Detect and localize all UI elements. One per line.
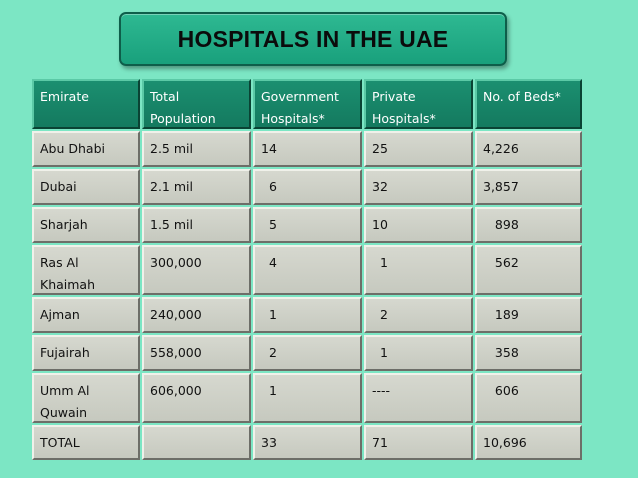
table-cell: 1 xyxy=(253,373,362,423)
table-cell: 606 xyxy=(475,373,582,423)
table-cell: 1.5 mil xyxy=(142,207,251,243)
table-cell: 189 xyxy=(475,297,582,333)
header-cell-total-population: Total Population xyxy=(142,79,251,129)
header-cell-beds: No. of Beds* xyxy=(475,79,582,129)
table-cell: Ras Al Khaimah xyxy=(32,245,140,295)
slide-title: HOSPITALS IN THE UAE xyxy=(177,25,449,52)
table-cell: Sharjah xyxy=(32,207,140,243)
total-beds-cell: 10,696 xyxy=(475,425,582,460)
total-label-cell: TOTAL xyxy=(32,425,140,460)
title-box: HOSPITALS IN THE UAE xyxy=(119,12,507,66)
header-cell-private-hospitals: Private Hospitals* xyxy=(364,79,473,129)
table-cell: ---- xyxy=(364,373,473,423)
table-cell: 2.1 mil xyxy=(142,169,251,205)
table-cell: Umm Al Quwain xyxy=(32,373,140,423)
table-cell: 6 xyxy=(253,169,362,205)
table-cell xyxy=(142,425,251,460)
table-cell: Fujairah xyxy=(32,335,140,371)
table-cell: 5 xyxy=(253,207,362,243)
table-cell: 240,000 xyxy=(142,297,251,333)
header-cell-government-hospitals: Government Hospitals* xyxy=(253,79,362,129)
table-cell: 3,857 xyxy=(475,169,582,205)
total-government-cell: 33 xyxy=(253,425,362,460)
table-cell: 2.5 mil xyxy=(142,131,251,167)
table-cell: 14 xyxy=(253,131,362,167)
table-cell: 1 xyxy=(364,335,473,371)
table-cell: 1 xyxy=(364,245,473,295)
table-cell: 2 xyxy=(364,297,473,333)
table-cell: Abu Dhabi xyxy=(32,131,140,167)
table-cell: 25 xyxy=(364,131,473,167)
table-cell: 2 xyxy=(253,335,362,371)
table-cell: 562 xyxy=(475,245,582,295)
table-cell: 358 xyxy=(475,335,582,371)
table-cell: 300,000 xyxy=(142,245,251,295)
table-cell: 4 xyxy=(253,245,362,295)
table-cell: 1 xyxy=(253,297,362,333)
table-cell: 10 xyxy=(364,207,473,243)
table-cell: 4,226 xyxy=(475,131,582,167)
table-cell: Ajman xyxy=(32,297,140,333)
table-cell: 606,000 xyxy=(142,373,251,423)
hospitals-table: Emirate Total Population Government Hosp… xyxy=(32,79,584,464)
header-cell-emirate: Emirate xyxy=(32,79,140,129)
table-cell: 898 xyxy=(475,207,582,243)
table-cell: Dubai xyxy=(32,169,140,205)
table-cell: 32 xyxy=(364,169,473,205)
total-private-cell: 71 xyxy=(364,425,473,460)
table-cell: 558,000 xyxy=(142,335,251,371)
